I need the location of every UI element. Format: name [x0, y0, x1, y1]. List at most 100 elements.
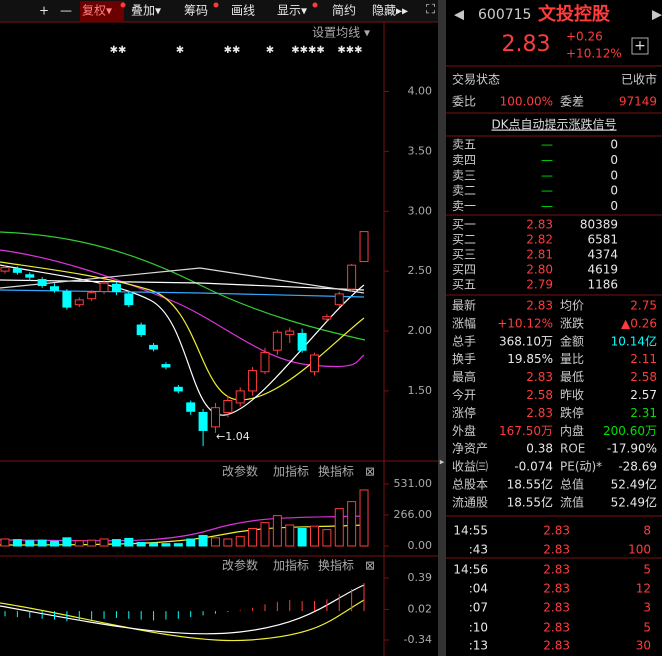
- change: +0.26: [566, 30, 603, 44]
- panel-button[interactable]: ⊠: [365, 559, 375, 573]
- tick-volume: 5: [643, 563, 651, 577]
- y-tick-label: 1.50: [408, 384, 433, 397]
- low-annotation: ←1.04: [216, 430, 250, 443]
- stat-value: 2.83: [526, 370, 553, 384]
- ask-label: 卖三: [452, 168, 476, 182]
- toolbar-button[interactable]: 画线: [231, 4, 255, 18]
- prev-arrow[interactable]: ◀: [454, 8, 464, 23]
- stat-label: 今开: [452, 387, 476, 402]
- stat-value: 200.60万: [603, 424, 657, 438]
- stat-label: 最高: [452, 369, 476, 384]
- candle-body: [359, 231, 369, 263]
- add-button[interactable]: [631, 37, 649, 55]
- stat-value: ▲0.26: [621, 316, 657, 330]
- candle-body: [74, 299, 84, 306]
- signal-marker: ✱: [176, 45, 184, 56]
- volume-bar: [173, 543, 183, 547]
- candle-body: [322, 316, 332, 320]
- ma-line: [0, 267, 365, 294]
- ask-label: 卖五: [452, 138, 476, 152]
- stat-label: 总手: [452, 334, 476, 348]
- toolbar-button[interactable]: +: [39, 4, 49, 18]
- ask-volume: 0: [610, 199, 618, 213]
- ask-label: 卖二: [452, 184, 476, 198]
- candle-body: [173, 386, 183, 392]
- panel-button[interactable]: 加指标: [273, 558, 309, 573]
- stat-value: 2.58: [526, 388, 553, 402]
- ask-label: 卖四: [452, 153, 476, 167]
- toolbar-button[interactable]: 叠加▾: [131, 4, 161, 18]
- panel-button[interactable]: 换指标: [318, 464, 354, 479]
- volume-bar: [260, 522, 270, 547]
- candle-body: [235, 390, 245, 404]
- tick-price: 2.83: [543, 524, 570, 538]
- toolbar-button[interactable]: 筹码: [184, 4, 208, 18]
- bid-price: 2.83: [526, 218, 553, 232]
- stat-label: 最新: [452, 298, 476, 313]
- candle-body: [198, 411, 208, 431]
- toolbar-button[interactable]: —: [60, 4, 72, 18]
- notify-dot: [312, 2, 318, 8]
- stat-value: 2.75: [630, 299, 657, 313]
- toolbar-button[interactable]: 复权▾: [82, 4, 112, 18]
- notify-dot: [120, 2, 126, 8]
- toolbar-active[interactable]: [80, 1, 124, 21]
- stat-value: 18.55亿: [507, 477, 553, 492]
- ask-label: 卖一: [452, 199, 476, 213]
- stat-value: 2.58: [630, 370, 657, 384]
- panel-button[interactable]: 改参数: [222, 464, 258, 479]
- panel-button[interactable]: 换指标: [318, 558, 354, 573]
- candle-body: [0, 267, 10, 272]
- candle-body: [62, 291, 72, 308]
- signal-link[interactable]: DK点自动提示涨跌信号: [491, 117, 616, 132]
- panel-button[interactable]: ⊠: [365, 465, 375, 479]
- bid-volume: 6581: [587, 233, 618, 247]
- candle-body: [285, 330, 295, 336]
- splitter[interactable]: [438, 0, 446, 656]
- stock-code: 600715: [478, 7, 531, 23]
- fullscreen-icon[interactable]: ⛶: [425, 3, 436, 18]
- y-tick-label: 3.00: [408, 204, 433, 217]
- volume-bar: [186, 538, 196, 547]
- ma-line: [0, 249, 365, 368]
- tick-time: :43: [469, 543, 488, 557]
- splitter-arrow[interactable]: ▸: [440, 458, 445, 468]
- volume-bar: [99, 538, 109, 547]
- add-button-label[interactable]: +: [634, 38, 646, 54]
- volume-bar: [111, 539, 121, 547]
- next-arrow[interactable]: ▶: [652, 8, 662, 23]
- toolbar-button[interactable]: 显示▾: [277, 4, 307, 18]
- candle-body: [223, 400, 233, 413]
- signal-marker: ✱✱✱: [337, 45, 362, 56]
- toolbar-button[interactable]: 隐藏▸▸: [372, 4, 408, 18]
- volume-bar: [25, 540, 35, 547]
- stock-name: 文投控股: [538, 3, 611, 25]
- y-tick-label: 2.00: [408, 324, 433, 337]
- candle-body: [297, 332, 307, 351]
- stat-value: -0.074: [514, 460, 553, 474]
- y-tick-label: -0.34: [404, 633, 432, 646]
- stat-value: 2.31: [630, 406, 657, 420]
- panel-button[interactable]: 改参数: [222, 558, 258, 573]
- panel-button[interactable]: 加指标: [273, 464, 309, 479]
- signal-marker: ✱: [266, 45, 274, 56]
- stat-value: 0.38: [526, 442, 553, 456]
- signal-marker: ✱✱: [110, 45, 127, 56]
- stat-label: 昨收: [560, 388, 584, 402]
- bid-volume: 4619: [587, 263, 618, 277]
- stat-label: 净资产: [452, 442, 488, 456]
- ask-price: —: [541, 153, 553, 167]
- candle-body: [210, 407, 220, 428]
- y-tick-label: 3.50: [408, 144, 433, 157]
- stat-label: 涨幅: [452, 315, 476, 330]
- stat-value: -28.69: [618, 460, 657, 474]
- stat-value: 2.83: [526, 299, 553, 313]
- stat-label: ROE: [560, 442, 585, 456]
- toolbar-button[interactable]: 简约: [332, 3, 356, 18]
- ma-settings[interactable]: 设置均线 ▾: [312, 26, 370, 40]
- volume-bar: [297, 527, 307, 547]
- tick-time: :13: [469, 639, 488, 653]
- bid-label: 买一: [452, 218, 476, 232]
